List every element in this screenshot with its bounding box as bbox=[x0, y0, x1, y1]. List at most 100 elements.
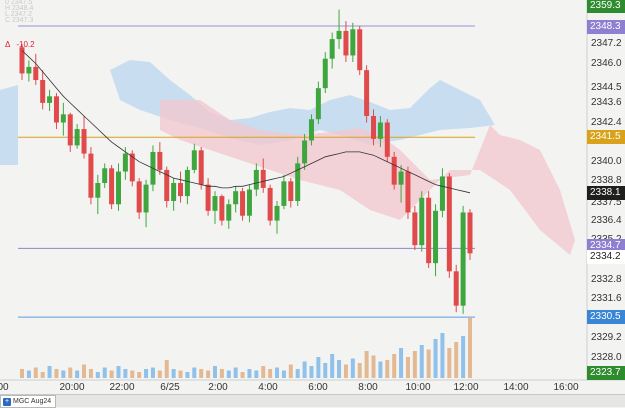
candle-body bbox=[205, 184, 211, 211]
volume-bar bbox=[240, 372, 245, 378]
volume-bar bbox=[392, 354, 397, 378]
price-tick-label: 2332.8 bbox=[591, 273, 622, 285]
volume-bar bbox=[102, 367, 107, 378]
volume-bar bbox=[192, 367, 197, 378]
volume-bar bbox=[371, 355, 376, 378]
candle-body bbox=[371, 115, 377, 139]
time-tick-label: 10:00 bbox=[405, 382, 431, 393]
legend-line: H 2348.4 bbox=[5, 5, 34, 12]
candle-body bbox=[384, 122, 390, 157]
volume-bar bbox=[323, 363, 328, 378]
candle-body bbox=[184, 169, 190, 197]
candle-body bbox=[302, 140, 308, 164]
candle-body bbox=[377, 122, 383, 139]
volume-bar bbox=[468, 318, 472, 378]
volume-bar bbox=[164, 360, 169, 378]
cloud-left bbox=[0, 85, 18, 165]
volume-bar bbox=[95, 372, 100, 378]
ohlc-legend: 0 2347.5 H 2348.4 L 2347.2 C 2347.3 bbox=[5, 0, 33, 24]
moving-average bbox=[21, 50, 471, 194]
time-tick-label: 16:00 bbox=[553, 382, 579, 393]
volume-bar bbox=[212, 366, 217, 378]
price-tick-label: 2338.8 bbox=[591, 175, 622, 187]
volume-bar bbox=[40, 372, 45, 378]
candle-body bbox=[439, 176, 445, 211]
volume-bar bbox=[178, 370, 183, 378]
candle-body bbox=[19, 47, 25, 74]
volume-bar bbox=[26, 370, 31, 378]
volume-bar bbox=[226, 370, 231, 378]
add-icon[interactable]: + bbox=[3, 397, 11, 406]
candle-body bbox=[412, 212, 418, 246]
volume-bar bbox=[150, 367, 155, 378]
candle-body bbox=[129, 153, 135, 182]
candle-body bbox=[315, 88, 321, 120]
candle-body bbox=[164, 169, 170, 201]
price-badge: 2338.1 bbox=[587, 186, 625, 200]
price-tick-label: 2328.0 bbox=[591, 352, 622, 363]
volume-bar bbox=[54, 369, 59, 378]
candle-body bbox=[143, 184, 149, 213]
instrument-tab[interactable]: + MGC Aug24 bbox=[0, 395, 57, 408]
time-tick-label: 6:00 bbox=[308, 382, 328, 393]
candle-body bbox=[260, 169, 266, 188]
time-tick-label: 22:00 bbox=[109, 382, 135, 393]
volume-bar bbox=[268, 369, 273, 378]
price-badge: 2334.7 bbox=[587, 239, 625, 253]
candle-body bbox=[212, 196, 218, 211]
volume-bar bbox=[461, 336, 466, 378]
volume-bar bbox=[295, 369, 300, 378]
time-tick-label: 2:00 bbox=[208, 382, 228, 393]
volume-bar bbox=[447, 348, 452, 378]
volume-bar bbox=[275, 367, 280, 378]
candle-body bbox=[219, 196, 225, 221]
ichimoku-cloud bbox=[0, 60, 575, 255]
candle-body bbox=[47, 96, 53, 103]
candle-body bbox=[405, 171, 411, 213]
volume-bar bbox=[316, 357, 321, 378]
price-tick-label: 2336.4 bbox=[591, 214, 622, 226]
volume-bar bbox=[247, 369, 252, 378]
candle-body bbox=[74, 129, 80, 146]
volume-bar bbox=[254, 370, 259, 378]
volume-bar bbox=[343, 364, 348, 378]
candle-body bbox=[33, 66, 39, 80]
candle-body bbox=[53, 96, 59, 123]
volume-bar bbox=[281, 370, 286, 378]
volume-bar bbox=[419, 345, 424, 378]
volume-bar bbox=[302, 361, 307, 378]
volume-bar bbox=[405, 357, 410, 378]
candle-body bbox=[95, 183, 101, 198]
delta-value: -10.2 bbox=[16, 40, 35, 49]
price-tick-label: 2347.2 bbox=[591, 38, 622, 49]
time-tick-label: 00 bbox=[0, 382, 9, 393]
candle-body bbox=[295, 163, 301, 201]
candle-body bbox=[246, 189, 252, 216]
candle-body bbox=[336, 30, 342, 40]
time-tick-label: 6/25 bbox=[160, 382, 180, 393]
candle-body bbox=[26, 66, 32, 74]
candle-body bbox=[81, 129, 87, 154]
price-tick-label: 2343.6 bbox=[591, 96, 622, 108]
price-tick-label: 2346.0 bbox=[591, 57, 622, 69]
legend-line: C 2347.3 bbox=[5, 17, 34, 24]
volume-bar bbox=[206, 370, 211, 378]
volume-bar bbox=[47, 366, 52, 378]
candle-body bbox=[67, 114, 73, 146]
candle-body bbox=[171, 183, 177, 201]
volume-bar bbox=[157, 370, 162, 378]
ma-line bbox=[21, 50, 471, 194]
price-badge: 2323.7 bbox=[587, 366, 625, 380]
volume-bar bbox=[350, 358, 355, 378]
candle-body bbox=[267, 187, 273, 221]
price-badge: 2330.5 bbox=[587, 310, 625, 324]
volume-bar bbox=[426, 349, 431, 378]
instrument-tab-label: MGC Aug24 bbox=[13, 397, 52, 405]
candle-body bbox=[426, 197, 432, 264]
candle-body bbox=[322, 58, 328, 89]
volume-bar bbox=[412, 351, 417, 378]
cloud-bear bbox=[160, 100, 575, 255]
volume-bar bbox=[75, 370, 80, 378]
time-tick-label: 8:00 bbox=[358, 382, 378, 393]
